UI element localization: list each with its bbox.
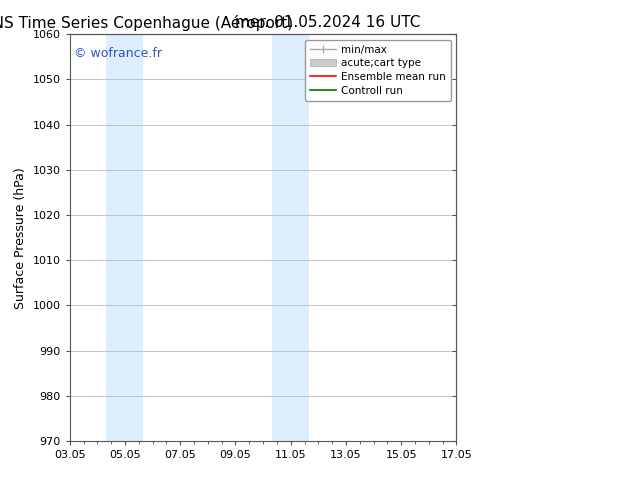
Text: mer. 01.05.2024 16 UTC: mer. 01.05.2024 16 UTC <box>235 15 421 30</box>
Bar <box>107 34 125 441</box>
Text: ENS Time Series Copenhague (Aéroport): ENS Time Series Copenhague (Aéroport) <box>0 15 293 31</box>
Legend: min/max, acute;cart type, Ensemble mean run, Controll run: min/max, acute;cart type, Ensemble mean … <box>305 40 451 101</box>
Bar <box>272 34 291 441</box>
Bar <box>125 34 143 441</box>
Y-axis label: Surface Pressure (hPa): Surface Pressure (hPa) <box>14 167 27 309</box>
Bar <box>291 34 309 441</box>
Text: © wofrance.fr: © wofrance.fr <box>74 47 162 59</box>
